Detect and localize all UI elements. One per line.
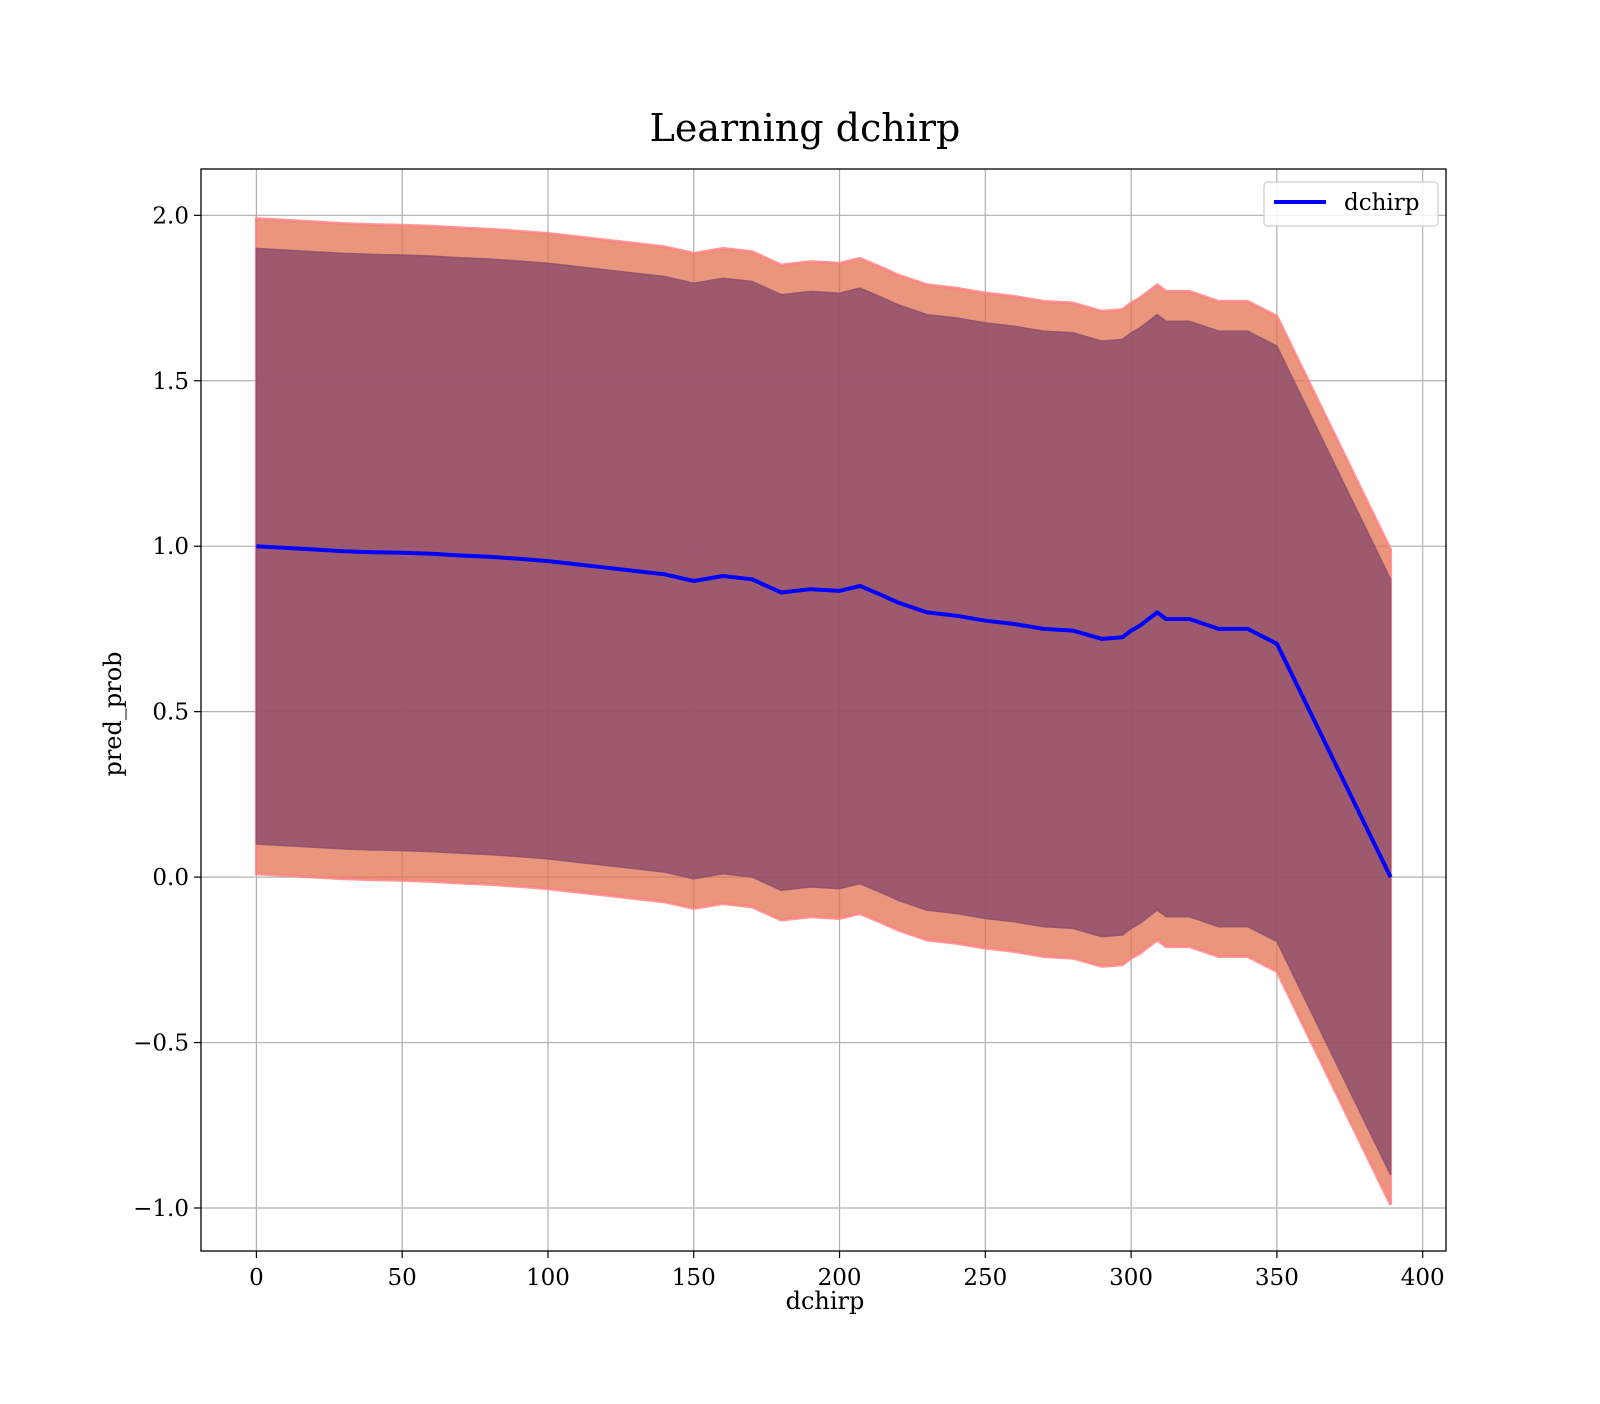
axis-ticks: 0 50 100 150 200 250 300 350 400 −1.0 −0.5 0.0 0.5 1.… bbox=[133, 203, 1444, 1291]
x-tick-label: 400 bbox=[1401, 1265, 1445, 1291]
x-tick-label: 300 bbox=[1109, 1265, 1153, 1291]
y-tick-label: 0.5 bbox=[152, 700, 189, 726]
y-tick-label: 2.0 bbox=[152, 203, 189, 229]
inner-confidence-band bbox=[255, 247, 1392, 1176]
y-axis-label: pred_prob bbox=[99, 651, 127, 776]
y-tick-label: −0.5 bbox=[133, 1031, 189, 1057]
x-tick-label: 200 bbox=[818, 1265, 862, 1291]
x-tick-label: 0 bbox=[249, 1265, 264, 1291]
chart-title: Learning dchirp bbox=[650, 106, 961, 150]
axes-frame bbox=[200, 168, 1447, 1252]
x-tick-label: 250 bbox=[963, 1265, 1007, 1291]
x-axis-label: dchirp bbox=[786, 1287, 865, 1315]
confidence-bands bbox=[254, 217, 1393, 1206]
series-line-dchirp bbox=[256, 544, 1393, 878]
y-tick-label: 1.0 bbox=[152, 534, 189, 560]
legend-label-dchirp: dchirp bbox=[1344, 190, 1420, 216]
y-tick-label: −1.0 bbox=[133, 1196, 189, 1222]
y-tick-label: 1.5 bbox=[152, 369, 189, 395]
x-tick-label: 150 bbox=[672, 1265, 716, 1291]
series-lines bbox=[256, 544, 1393, 878]
x-tick-label: 50 bbox=[388, 1265, 417, 1291]
legend: dchirp bbox=[1263, 181, 1439, 227]
x-tick-label: 350 bbox=[1255, 1265, 1299, 1291]
legend-box bbox=[1263, 181, 1439, 227]
x-tick-label: 100 bbox=[526, 1265, 570, 1291]
y-tick-label: 0.0 bbox=[152, 865, 189, 891]
